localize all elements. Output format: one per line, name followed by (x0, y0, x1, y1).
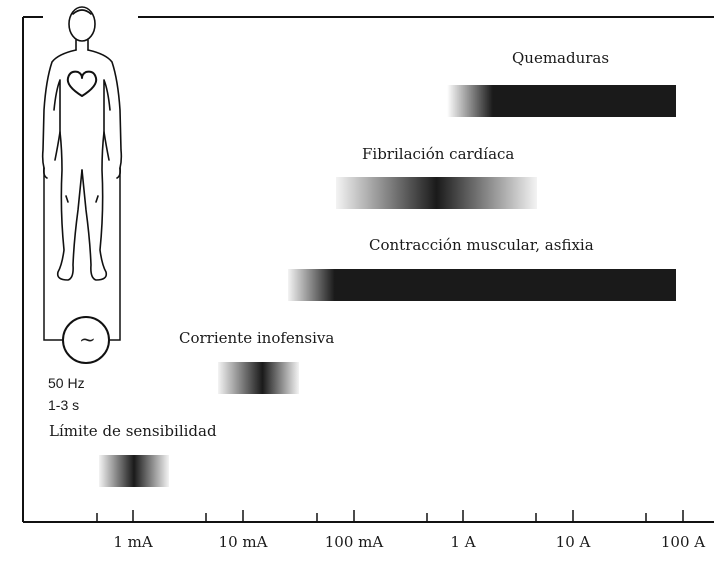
tick-label-10ma: 10 mA (218, 533, 268, 551)
band-label-quemaduras: Quemaduras (512, 49, 610, 67)
band-label-sensibilidad: Límite de sensibilidad (49, 422, 217, 440)
band-fibrilacion (336, 177, 537, 209)
ac-source-icon (62, 316, 110, 364)
band-contraccion (288, 269, 676, 301)
tick-label-100ma: 100 mA (324, 533, 384, 551)
band-label-inofensiva: Corriente inofensiva (179, 329, 335, 347)
tick-label-10a: 10 A (555, 533, 591, 551)
band-sensibilidad (99, 455, 169, 487)
circuit-wires (43, 168, 121, 341)
band-quemaduras (447, 85, 676, 117)
tick-label-100a: 100 A (660, 533, 706, 551)
tick-label-1ma: 1 mA (113, 533, 153, 551)
band-label-fibrilacion: Fibrilación cardíaca (362, 145, 515, 163)
human-figure-icon (41, 6, 123, 281)
source-frequency: 50 Hz (48, 375, 85, 391)
axis-ticks (96, 510, 684, 522)
source-duration: 1-3 s (48, 397, 80, 413)
band-inofensiva (218, 362, 299, 394)
band-label-contraccion: Contracción muscular, asfixia (369, 236, 594, 254)
ac-symbol: ~ (79, 327, 96, 351)
tick-label-1a: 1 A (450, 533, 476, 551)
